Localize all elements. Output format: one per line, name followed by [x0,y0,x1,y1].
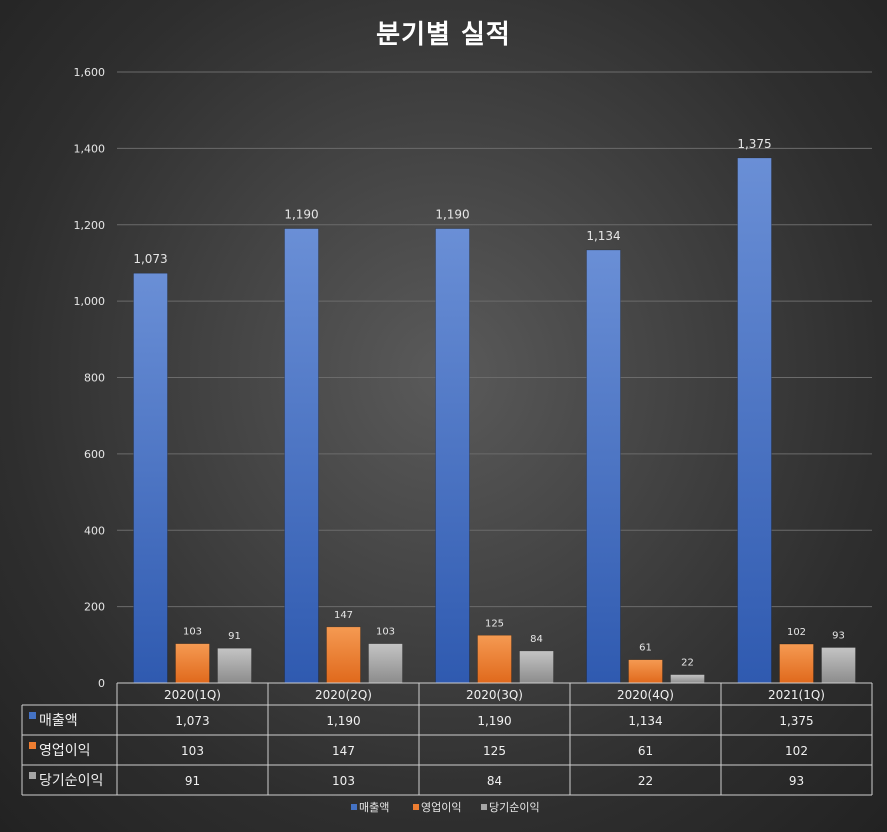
table-row-label: 매출액 [39,713,78,729]
table-cell: 1,134 [628,714,662,728]
bar-당기순이익-2020(3Q) [519,650,554,684]
data-label: 1,073 [133,252,167,266]
bar-영업이익-2020(3Q) [477,634,512,684]
data-label: 61 [639,643,652,654]
table-legend-key [29,772,36,779]
bar-매출액-2020(3Q) [435,228,470,684]
data-labels: 1,073 1,190 1,190 1,134 1,375 103 147 125 61 102 9… [133,137,845,669]
y-tick-label: 400 [84,524,105,537]
table-legend-key [29,712,36,719]
data-label: 91 [228,631,241,642]
data-label: 22 [681,658,694,669]
legend-label: 영업이익 [421,801,461,814]
y-tick-label: 1,000 [74,295,106,308]
table-cell: 102 [785,744,808,758]
table-cell: 147 [332,744,355,758]
bar-매출액-2020(4Q) [586,249,621,684]
data-label: 103 [183,627,202,638]
bars [133,157,856,684]
legend-key [351,804,357,810]
table-row-label: 당기순이익 [39,773,103,789]
legend-label: 당기순이익 [489,801,540,814]
data-label: 102 [787,627,806,638]
x-tick-label: 2020(3Q) [466,688,523,702]
table-cell: 91 [185,774,200,788]
data-label: 103 [376,627,395,638]
table-cell: 1,190 [326,714,360,728]
y-axis: 0 200 400 600 800 1,000 1,200 1,400 1,600 [74,66,106,690]
bar-당기순이익-2020(4Q) [670,674,705,684]
table-cell: 103 [181,744,204,758]
bar-매출액-2020(2Q) [284,228,319,684]
data-label: 1,375 [737,137,771,151]
bar-영업이익-2021(1Q) [779,643,814,684]
y-tick-label: 600 [84,448,105,461]
table-cell: 125 [483,744,506,758]
x-tick-label: 2020(4Q) [617,688,674,702]
x-tick-label: 2020(1Q) [164,688,221,702]
data-label: 93 [832,630,845,641]
table-row-label: 영업이익 [39,743,91,759]
x-tick-label: 2020(2Q) [315,688,372,702]
table-cell: 22 [638,774,653,788]
table-cell: 103 [332,774,355,788]
chart-title: 분기별 실적 [376,20,511,50]
data-label: 1,190 [435,208,469,222]
bar-영업이익-2020(1Q) [175,643,210,684]
data-label: 1,134 [586,229,620,243]
data-label: 147 [334,610,353,621]
y-tick-label: 1,400 [74,142,106,155]
bar-영업이익-2020(2Q) [326,626,361,684]
bar-매출액-2020(1Q) [133,272,168,684]
gridlines [117,71,872,608]
legend-label: 매출액 [359,801,389,814]
table-cell: 93 [789,774,804,788]
legend: 매출액 영업이익 당기순이익 [351,801,540,814]
data-label: 125 [485,618,504,629]
data-table: 2020(1Q) 2020(2Q) 2020(3Q) 2020(4Q) 2021(1Q)… [21,682,873,796]
y-tick-label: 0 [98,677,105,690]
table-cell: 1,073 [175,714,209,728]
x-tick-label: 2021(1Q) [768,688,825,702]
data-label: 1,190 [284,208,318,222]
legend-key [481,804,487,810]
y-tick-label: 1,200 [74,219,106,232]
data-label: 84 [530,634,543,645]
legend-key [413,804,419,810]
table-legend-key [29,742,36,749]
bar-당기순이익-2020(2Q) [368,643,403,684]
bar-당기순이익-2021(1Q) [821,647,856,684]
table-cell: 1,190 [477,714,511,728]
table-cell: 1,375 [779,714,813,728]
y-tick-label: 1,600 [74,66,106,79]
table-cell: 61 [638,744,653,758]
table-cell: 84 [487,774,502,788]
bar-당기순이익-2020(1Q) [217,647,252,684]
y-tick-label: 200 [84,601,105,614]
bar-매출액-2021(1Q) [737,157,772,684]
y-tick-label: 800 [84,372,105,385]
bar-영업이익-2020(4Q) [628,659,663,684]
